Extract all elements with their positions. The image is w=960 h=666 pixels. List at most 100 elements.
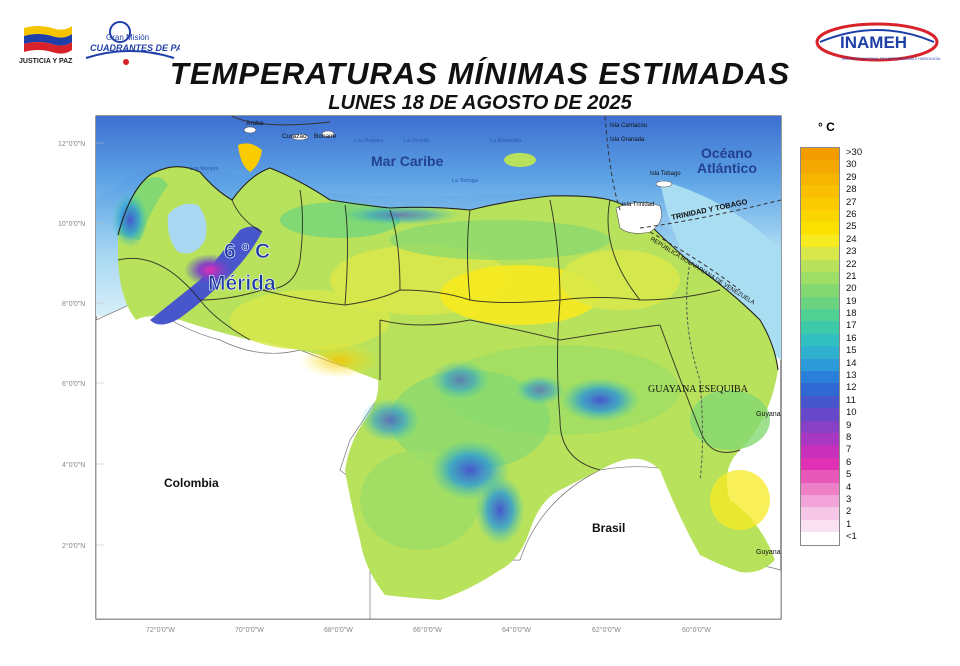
legend-swatch — [801, 148, 839, 161]
inameh-logo: INAMEH INSTITUTO NACIONAL DE METEOROLOGÍ… — [815, 22, 941, 62]
inameh-label: INAMEH — [840, 33, 907, 52]
legend-label: 8 — [846, 431, 852, 443]
legend-swatch — [801, 408, 839, 421]
legend-labels: >30 30 29 28 27 26 25 24 23 22 21 20 19 18 17 16 15 14 13 1… — [846, 147, 862, 544]
legend-swatch — [801, 259, 839, 272]
legend-label: 16 — [846, 332, 857, 344]
legend-swatch — [801, 395, 839, 409]
legend-label: 22 — [846, 258, 857, 270]
legend-swatch — [801, 445, 839, 458]
legend-label: 30 — [846, 159, 857, 171]
legend-swatch — [801, 321, 839, 334]
curazao-label: Curazao — [282, 133, 307, 140]
lon-tick-60: 60°0'0"W — [682, 626, 711, 634]
map-title: TEMPERATURAS MÍNIMAS ESTIMADAS — [169, 56, 791, 91]
blanquilla-label: La Blanquilla — [490, 138, 522, 144]
brasil-label: Brasil — [592, 521, 625, 535]
ocean-label-2: Atlántico — [697, 160, 757, 176]
ocean-label-1: Océano — [701, 145, 752, 161]
legend-label: 26 — [846, 208, 857, 220]
map-date: LUNES 18 DE AGOSTO DE 2025 — [328, 92, 632, 114]
legend-swatch — [801, 482, 839, 495]
lat-tick-4: 4°0'0"N — [62, 461, 85, 469]
carriacou-label: Isla Carriacou — [610, 123, 647, 129]
legend-label: 21 — [846, 270, 857, 282]
legend-label: 13 — [846, 370, 857, 382]
justicia-label: JUSTICIA Y PAZ — [19, 58, 73, 65]
colombia-label: Colombia — [164, 476, 219, 490]
legend-label: 7 — [846, 444, 852, 456]
guyana-label-top: Guyana — [756, 411, 781, 418]
legend-swatch — [801, 309, 839, 322]
legend-swatch — [801, 346, 839, 359]
lon-tick-64: 64°0'0"W — [502, 626, 531, 634]
legend-swatch — [801, 420, 839, 433]
legend-swatch — [801, 532, 839, 545]
legend-label: 20 — [846, 283, 857, 295]
lon-tick-62: 62°0'0"W — [592, 626, 621, 634]
highlight-place: Mérida — [208, 272, 276, 295]
legend-swatch — [801, 457, 839, 471]
tobago-label: Isla Tobago — [650, 171, 681, 177]
los-monjes-label: Los Monjes — [190, 166, 218, 172]
bonaire-label: Bonaire — [314, 133, 337, 140]
legend-label: 6 — [846, 456, 852, 468]
legend-label: 17 — [846, 320, 857, 332]
legend-label: 18 — [846, 308, 857, 320]
granada-label: Isla Granada — [610, 137, 645, 143]
legend-label: 27 — [846, 196, 857, 208]
legend-swatch — [801, 296, 839, 310]
cuadrantes-de-paz-logo: Gran Misión CUADRANTES DE PAZ — [85, 21, 180, 65]
justicia-y-paz-logo: JUSTICIA Y PAZ — [19, 26, 73, 65]
legend-label: <1 — [846, 531, 857, 543]
trinidad-label: Isla Trinidad — [622, 202, 654, 208]
legend-label: 28 — [846, 184, 857, 196]
guyana-label-bottom: Guyana — [756, 549, 781, 556]
legend-label: 3 — [846, 493, 852, 505]
cuadrantes-line2: CUADRANTES DE PAZ — [90, 43, 180, 53]
lon-tick-68: 68°0'0"W — [324, 626, 353, 634]
legend-colorbar — [800, 147, 840, 546]
tortuga-label: La Tortuga — [452, 178, 479, 184]
legend-swatch — [801, 185, 839, 198]
legend-swatch — [801, 172, 839, 186]
legend-label: 19 — [846, 295, 857, 307]
highlight-temperature: 6 º C — [224, 240, 270, 263]
los-roques-label: Los Roques — [354, 138, 384, 144]
legend-swatch — [801, 160, 839, 173]
inameh-sub: INSTITUTO NACIONAL DE METEOROLOGÍA E HID… — [842, 57, 941, 61]
legend-swatch — [801, 197, 839, 210]
legend-label: 5 — [846, 469, 852, 481]
merida-cold-spot — [184, 254, 236, 286]
lat-tick-2: 2°0'0"N — [62, 542, 85, 550]
legend-label: 24 — [846, 233, 857, 245]
orchila-label: La Orchila — [404, 138, 430, 144]
lago-maracaibo — [167, 203, 207, 254]
legend-swatch — [801, 284, 839, 297]
lon-tick-70: 70°0'0"W — [235, 626, 264, 634]
sea-label: Mar Caribe — [371, 153, 444, 169]
legend-swatch — [801, 358, 839, 372]
legend-swatch — [801, 371, 839, 384]
legend-label: 11 — [846, 394, 856, 406]
state-borders — [117, 189, 741, 471]
legend-swatch — [801, 519, 839, 533]
legend-label: 2 — [846, 506, 852, 518]
lat-tick-8: 8°0'0"N — [62, 300, 85, 308]
legend-swatch — [801, 470, 839, 483]
legend-label: 25 — [846, 221, 857, 233]
legend-label: 9 — [846, 419, 852, 431]
legend-swatch — [801, 432, 839, 446]
legend-label: 10 — [846, 407, 857, 419]
legend-label: 1 — [846, 518, 852, 530]
legend-swatch — [801, 247, 839, 260]
legend-label: 29 — [846, 171, 857, 183]
legend-label: >30 — [846, 147, 863, 158]
legend-label: 15 — [846, 345, 857, 357]
cuadrantes-line1: Gran Misión — [106, 33, 149, 42]
lon-tick-66: 66°0'0"W — [413, 626, 442, 634]
legend-swatch — [801, 383, 839, 396]
legend-swatch — [801, 209, 839, 223]
lat-tick-6: 6°0'0"N — [62, 380, 85, 388]
